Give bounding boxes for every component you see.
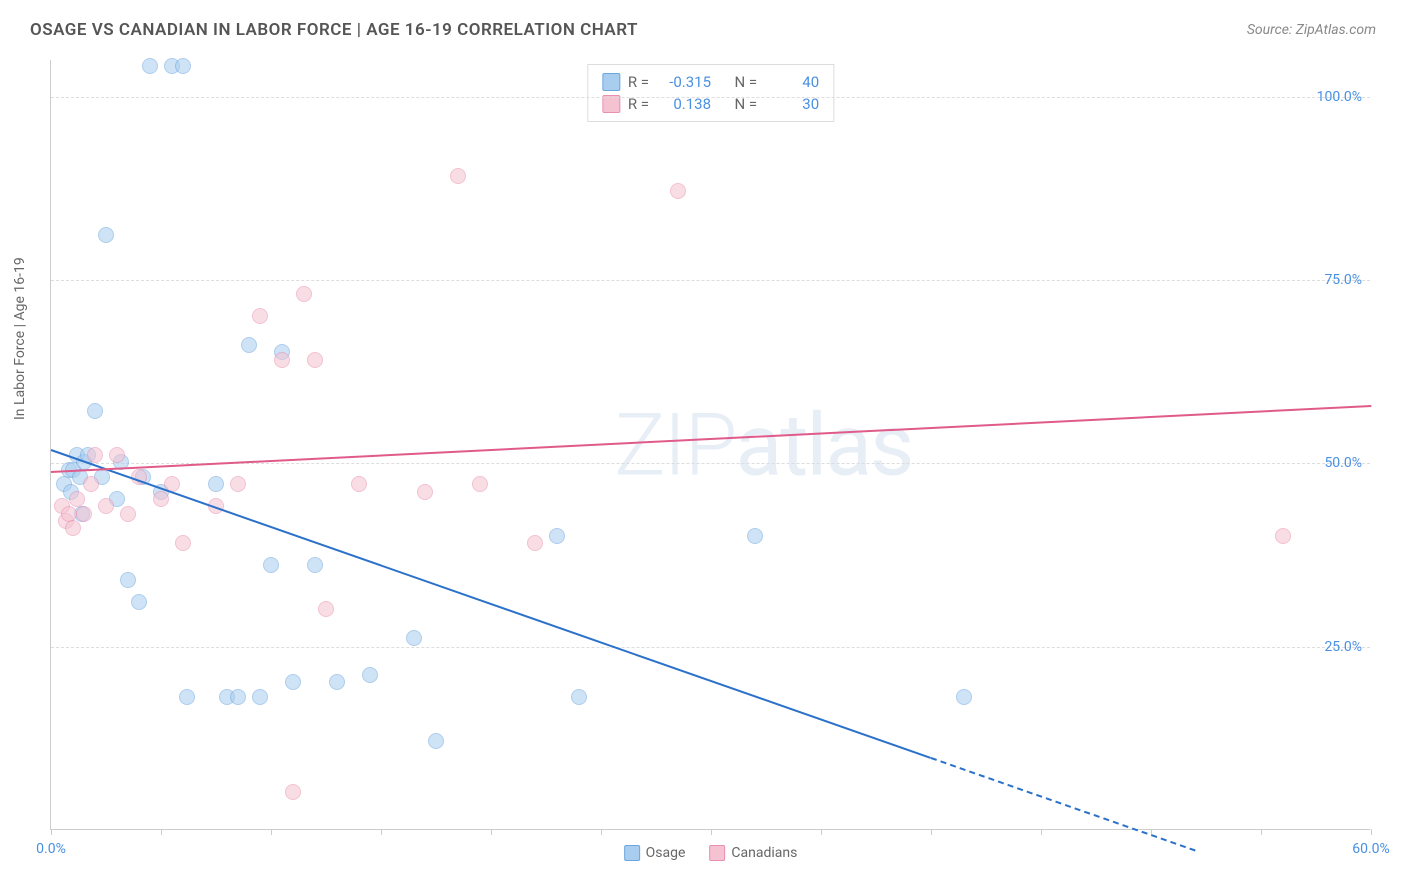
data-point [120,572,136,588]
data-point [351,476,367,492]
xtick-label: 0.0% [36,841,66,857]
xtick [381,829,382,835]
xtick [711,829,712,835]
data-point [61,506,77,522]
xtick-label: 60.0% [1352,841,1390,857]
scatter-chart: ZIPatlas R = -0.315 N = 40 R = 0.138 N =… [50,60,1370,830]
data-point [175,535,191,551]
gridline [51,280,1370,281]
data-point [65,520,81,536]
swatch-canadians [709,845,725,861]
data-point [417,484,433,500]
data-point [285,674,301,690]
data-point [83,476,99,492]
data-point [230,689,246,705]
y-axis-label: In Labor Force | Age 16-19 [12,257,28,420]
swatch-canadians [602,95,620,113]
data-point [406,630,422,646]
ytick-label: 100.0% [1317,89,1362,105]
data-point [252,689,268,705]
source-attribution: Source: ZipAtlas.com [1247,22,1376,38]
data-point [263,557,279,573]
data-point [329,674,345,690]
data-point [230,476,246,492]
data-point [153,491,169,507]
chart-title: OSAGE VS CANADIAN IN LABOR FORCE | AGE 1… [30,20,638,40]
data-point [87,403,103,419]
legend-item-canadians: Canadians [709,845,797,861]
xtick [601,829,602,835]
watermark: ZIPatlas [614,394,912,495]
data-point [175,58,191,74]
data-point [362,667,378,683]
data-point [131,594,147,610]
data-point [318,601,334,617]
data-point [549,528,565,544]
gridline [51,463,1370,464]
data-point [670,183,686,199]
xtick [1041,829,1042,835]
legend-label: Osage [646,845,686,861]
data-point [747,528,763,544]
data-point [450,168,466,184]
legend-item-osage: Osage [624,845,686,861]
data-point [241,337,257,353]
data-point [527,535,543,551]
gridline [51,647,1370,648]
swatch-osage [602,73,620,91]
data-point [296,286,312,302]
legend-label: Canadians [731,845,797,861]
xtick [1261,829,1262,835]
data-point [69,491,85,507]
data-point [252,308,268,324]
gridline [51,97,1370,98]
data-point [142,58,158,74]
data-point [98,227,114,243]
data-point [76,506,92,522]
trend-line [51,449,932,759]
data-point [120,506,136,522]
data-point [571,689,587,705]
data-point [179,689,195,705]
data-point [307,557,323,573]
data-point [1275,528,1291,544]
xtick [271,829,272,835]
data-point [956,689,972,705]
trend-line [931,757,1196,851]
data-point [98,498,114,514]
data-point [208,476,224,492]
xtick [491,829,492,835]
xtick [1371,829,1372,835]
swatch-osage [624,845,640,861]
data-point [472,476,488,492]
legend: Osage Canadians [624,845,798,861]
xtick [161,829,162,835]
stats-row-osage: R = -0.315 N = 40 [602,71,819,93]
ytick-label: 50.0% [1324,455,1362,471]
data-point [87,447,103,463]
xtick [821,829,822,835]
ytick-label: 25.0% [1324,639,1362,655]
data-point [428,733,444,749]
data-point [274,352,290,368]
xtick [51,829,52,835]
data-point [285,784,301,800]
xtick [931,829,932,835]
correlation-stats-box: R = -0.315 N = 40 R = 0.138 N = 30 [587,64,834,122]
ytick-label: 75.0% [1324,272,1362,288]
data-point [307,352,323,368]
data-point [109,447,125,463]
